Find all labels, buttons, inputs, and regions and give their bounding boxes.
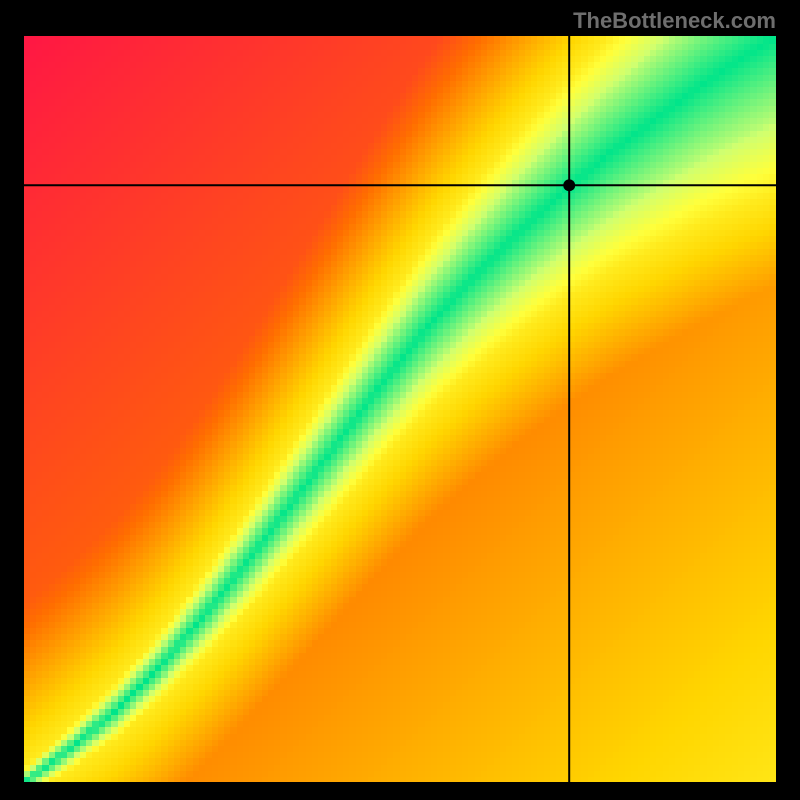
heatmap-canvas (24, 36, 776, 782)
heatmap-plot (24, 36, 776, 782)
watermark-text: TheBottleneck.com (573, 8, 776, 34)
